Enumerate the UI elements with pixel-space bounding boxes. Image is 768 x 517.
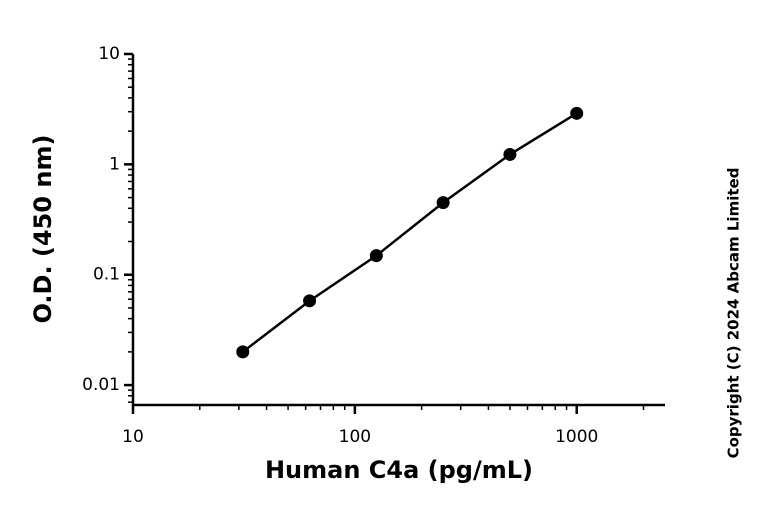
x-tick-label: 10 <box>122 427 144 447</box>
x-tick-label: 100 <box>339 427 371 447</box>
y-tick-label: 1 <box>109 154 120 174</box>
data-point <box>570 106 584 120</box>
copyright: Copyright (C) 2024 Abcam Limited <box>725 168 743 459</box>
y-axis-title: O.D. (450 nm) <box>29 135 57 324</box>
data-point <box>503 147 517 161</box>
y-tick-label: 0.01 <box>82 375 120 395</box>
y-tick-label: 10 <box>98 44 120 64</box>
fit-line <box>242 112 578 353</box>
y-tick-label: 0.1 <box>93 265 120 285</box>
data-point <box>369 249 383 263</box>
data-point <box>436 196 450 210</box>
x-tick-label: 1000 <box>555 427 598 447</box>
data-point <box>236 345 250 359</box>
x-axis-title: Human C4a (pg/mL) <box>265 456 533 484</box>
data-point <box>303 294 317 308</box>
